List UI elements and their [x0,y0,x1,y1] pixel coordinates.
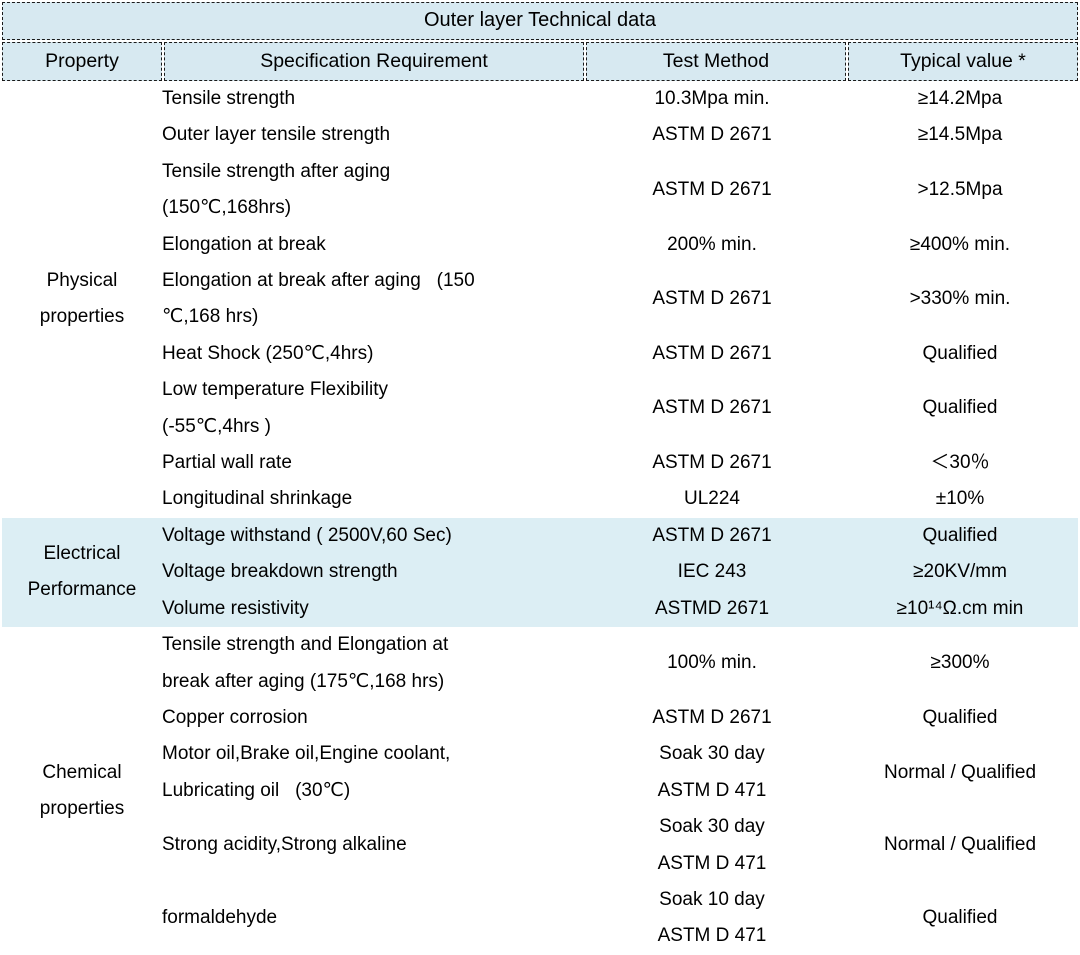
property-cell: Chemical properties [39,761,125,819]
spec-cell: Outer layer tensile strength [162,124,391,146]
spec-cell: Voltage withstand ( 2500V,60 Sec) [162,517,582,555]
spec-cell: Tensile strength after aging (150℃,168hr… [162,160,391,219]
header-cell-test-method: Test Method [586,42,846,81]
table-row: Strong acidity,Strong alkaline Soak 30 da… [2,809,1078,882]
value-cell: ≥20KV/mm [842,554,1078,591]
value-cell: Normal / Qualified [883,761,1037,783]
table-row: Motor oil,Brake oil,Engine coolant, Lubr… [2,736,1078,809]
value-cell: >330% min. [909,288,1011,310]
table-row: Physical properties Tensile strength 10.3M… [2,81,1078,327]
spec-cell: Strong acidity,Strong alkaline [162,834,407,856]
spec-cell: Elongation at break [162,233,326,255]
value-cell: Qualified [842,517,1078,555]
spec-cell: Partial wall rate [162,452,292,474]
spec-cell: Motor oil,Brake oil,Engine coolant, Lubr… [162,743,451,801]
value-cell: >12.5Mpa [917,179,1003,201]
method-cell: 10.3Mpa min. [654,88,770,109]
method-cell: UL224 [684,488,740,510]
table-row: Tensile strength after aging (150℃,168hr… [2,154,1078,227]
value-cell: ≥10¹⁴Ω.cm min [842,590,1078,628]
value-cell: Qualified [922,907,998,929]
value-cell: ≥300% [930,652,990,674]
table-row: Longitudinal shrinkage UL224 ±10% [2,481,1078,517]
table-row: Outer layer tensile strength ASTM D 2671 ≥… [2,117,1078,153]
value-cell: ≥14.2Mpa [917,88,1003,109]
method-cell: 200% min. [667,233,757,255]
method-cell: Soak 10 day ASTM D 471 [657,888,767,947]
method-cell: Soak 30 day ASTM D 471 [657,816,767,874]
header-cell-specification-requirement: Specification Requirement [164,42,584,81]
table-header-row: Property Specification Requirement Test … [2,42,1078,81]
method-cell: ASTM D 2671 [582,517,842,555]
spec-cell: Heat Shock (250℃,4hrs) [162,342,374,364]
header-cell-property: Property [2,42,162,81]
value-cell: Qualified [922,706,998,728]
value-cell: Qualified [922,397,998,419]
spec-cell: Longitudinal shrinkage [162,488,353,510]
method-cell: ASTM D 2671 [652,706,772,728]
property-cell: Electrical Performance [2,517,162,628]
table-row: Electrical Performance Voltage withstand … [2,517,1078,628]
spec-cell: Elongation at break after aging (150 ℃,1… [162,270,475,328]
method-cell: ASTM D 2671 [652,452,772,474]
table-row: Elongation at break after aging (150 ℃,1… [2,263,1078,336]
spec-cell: Copper corrosion [162,706,308,728]
value-cell: ±10% [935,488,985,510]
method-cell: ASTM D 2671 [652,179,772,201]
table-row: Heat Shock (250℃,4hrs) ASTM D 2671 Qualifi… [2,336,1078,372]
spec-cell: Tensile strength and Elongation at break… [162,634,449,692]
table-row: Copper corrosion ASTM D 2671 Qualified [2,700,1078,736]
table-title: Outer layer Technical data [2,2,1078,40]
table-row: Low temperature Flexibility (-55℃,4hrs )… [2,372,1078,445]
method-cell: Soak 30 day ASTM D 471 [657,743,767,801]
method-cell: ASTM D 2671 [652,397,772,419]
value-cell: ＜30％ [930,452,990,474]
method-cell: IEC 243 [582,554,842,591]
method-cell: ASTM D 2671 [652,342,772,364]
table-row: Chemical properties Tensile strength and … [2,627,1078,819]
table-row: formaldehyde Soak 10 day ASTM D 471 Qualif… [2,882,1078,955]
method-cell: ASTMD 2671 [582,590,842,628]
spec-cell: Low temperature Flexibility (-55℃,4hrs ) [162,379,388,437]
spec-cell: formaldehyde [162,907,278,929]
property-cell: Physical properties [39,270,125,328]
spec-cell: Voltage breakdown strength [162,554,582,591]
spec-cell: Tensile strength [162,88,296,109]
value-cell: ≥400% min. [909,233,1011,255]
method-cell: ASTM D 2671 [652,124,772,146]
value-cell: Qualified [922,342,998,364]
header-cell-typical-value: Typical value * [848,42,1078,81]
method-cell: 100% min. [667,652,757,674]
table-body: Physical properties Tensile strength 10.3M… [2,81,1078,955]
table-row: Voltage breakdown strength IEC 243 ≥20KV/m… [2,554,1078,591]
method-cell: ASTM D 2671 [652,288,772,310]
value-cell: Normal / Qualified [883,834,1037,856]
table-row: Volume resistivity ASTMD 2671 ≥10¹⁴Ω.cm mi… [2,590,1078,628]
table-row: Elongation at break 200% min. ≥400% min. [2,227,1078,263]
table-row: Partial wall rate ASTM D 2671 ＜30％ [2,445,1078,481]
value-cell: ≥14.5Mpa [917,124,1003,146]
spec-cell: Volume resistivity [162,590,582,628]
